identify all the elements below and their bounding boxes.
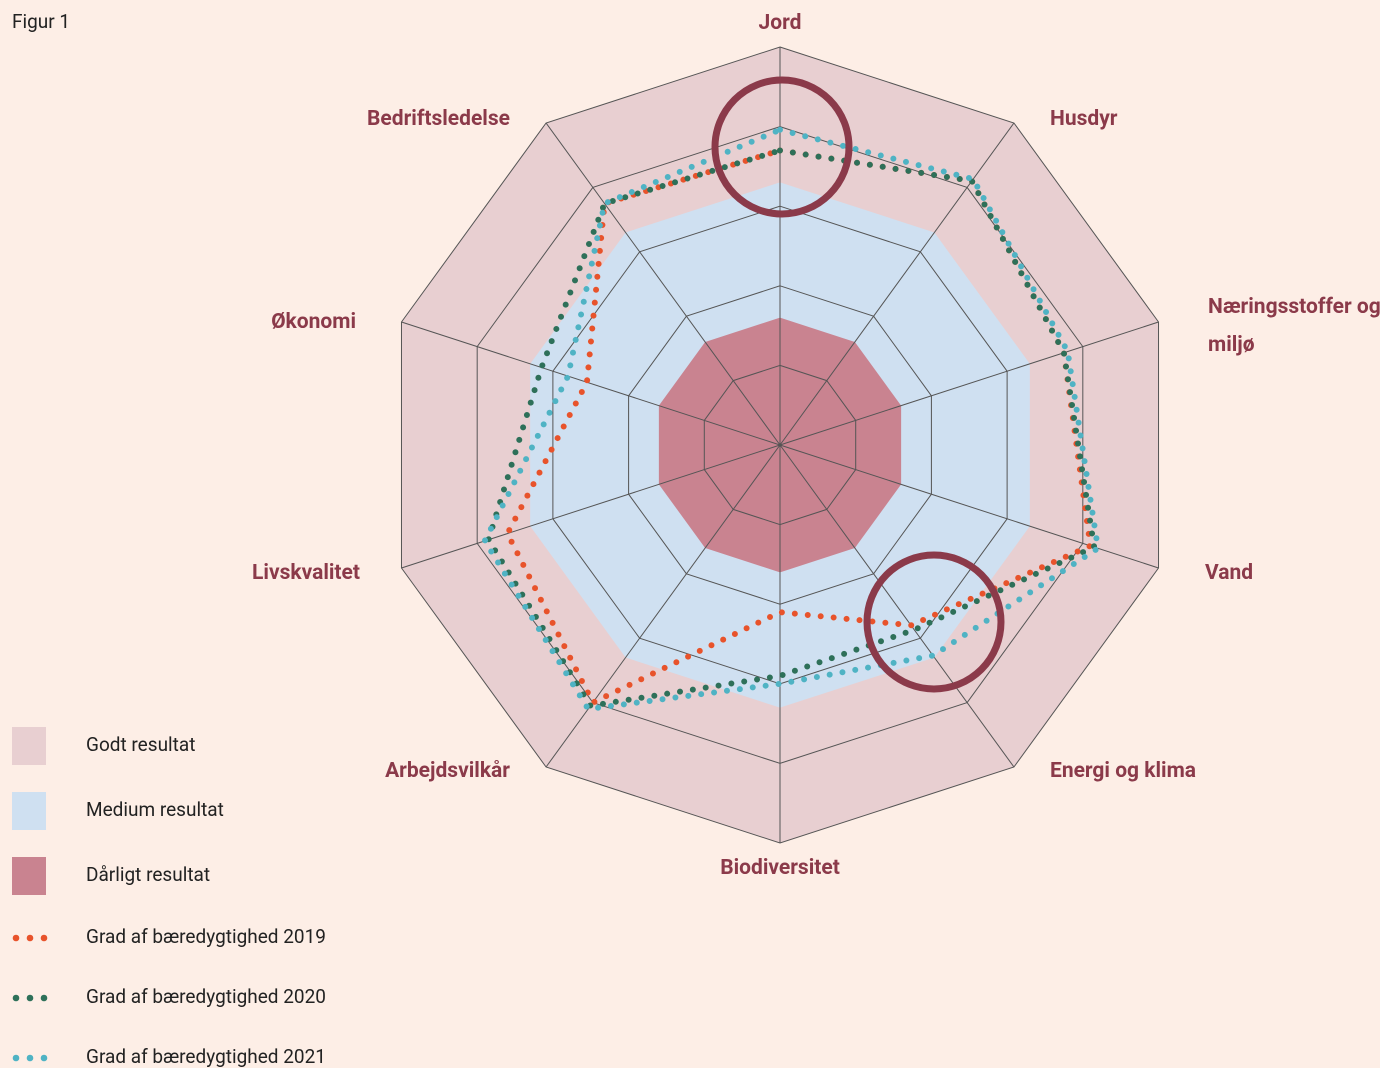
category-label: Næringsstoffer og miljø xyxy=(1208,295,1380,357)
axis-line xyxy=(545,444,781,768)
category-label: Økonomi xyxy=(271,310,356,334)
legend-dot xyxy=(40,1054,48,1062)
category-label: Vand xyxy=(1205,561,1254,585)
legend-label: Medium resultat xyxy=(86,798,224,821)
category-label: Livskvalitet xyxy=(252,561,360,585)
axis-line xyxy=(779,444,1015,768)
legend-dot xyxy=(26,994,34,1002)
legend-label: Godt resultat xyxy=(86,733,196,756)
category-label: Husdyr xyxy=(1050,107,1118,131)
figure-title: Figur 1 xyxy=(12,10,71,33)
axis-line xyxy=(779,321,1159,446)
legend-dot xyxy=(26,1054,34,1062)
category-label: Arbejdsvilkår xyxy=(385,759,510,783)
legend-dot xyxy=(12,1054,20,1062)
legend-dot xyxy=(40,934,48,942)
legend-swatch xyxy=(12,857,46,895)
axis-line xyxy=(401,444,781,569)
legend-dot xyxy=(12,934,20,942)
series-line xyxy=(485,147,1098,710)
legend-dot xyxy=(26,934,34,942)
axis-line xyxy=(401,321,781,446)
series-line xyxy=(481,126,1102,713)
category-label: Energi og klima xyxy=(1050,759,1197,783)
category-label: Jord xyxy=(758,11,802,35)
legend-dot xyxy=(40,994,48,1002)
highlight-circle xyxy=(863,551,1005,693)
legend-label: Grad af bæredygtighed 2021 xyxy=(86,1045,326,1068)
legend-label: Grad af bæredygtighed 2020 xyxy=(86,985,326,1008)
legend-swatch xyxy=(12,727,46,765)
category-label: Bedriftsledelse xyxy=(367,107,510,131)
legend-dot xyxy=(12,994,20,1002)
highlight-circle xyxy=(711,76,853,218)
axis-line xyxy=(545,122,781,446)
axis-line xyxy=(779,122,1015,446)
legend-label: Dårligt resultat xyxy=(86,863,211,886)
legend-swatch xyxy=(12,792,46,830)
category-label: Biodiversitet xyxy=(720,856,840,880)
legend-label: Grad af bæredygtighed 2019 xyxy=(86,925,326,948)
